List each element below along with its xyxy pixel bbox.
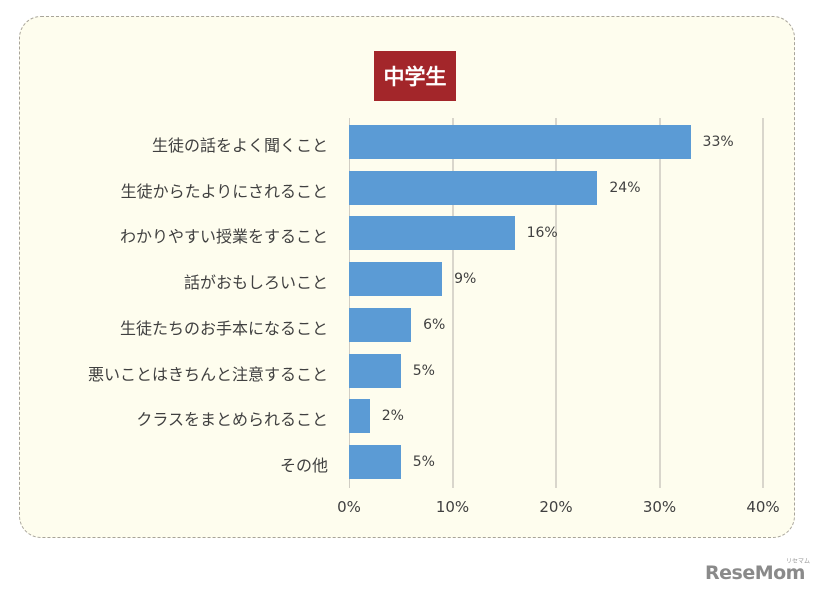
category-label: 生徒からたよりにされること [120,181,328,201]
category-label: 生徒たちのお手本になること [119,318,328,338]
bar [349,444,401,479]
resemom-logo-sub: リセマム [786,558,811,565]
plot-area: 33% 24% 16% 9% 6% 5% 2% 5% [349,118,769,488]
bar [349,399,370,434]
value-label: 33% [702,134,734,150]
gridline [451,118,454,488]
category-label: 悪いことはきちんと注意すること [87,364,328,384]
resemom-logo: ReseMom [705,562,805,584]
gridline [658,118,661,488]
gridline [762,118,764,488]
value-label: 5% [412,362,435,379]
x-tick-label: 40% [746,498,780,516]
bar [349,307,412,342]
chart-title-badge: 中学生 [374,51,456,101]
bar [349,125,691,159]
bar [349,353,401,388]
x-tick-label: 20% [539,498,573,516]
category-label: クラスをまとめられること [136,410,328,430]
value-label: 6% [423,316,446,333]
value-label: 2% [381,408,404,425]
value-label: 16% [526,225,558,242]
category-label: わかりやすい授業をすること [119,227,328,247]
category-label: 生徒の話をよく聞くこと [151,136,328,155]
category-label: その他 [279,455,328,475]
value-label: 24% [609,179,641,196]
value-label: 9% [454,271,477,288]
gridline [555,118,557,488]
x-tick-label: 30% [642,498,677,516]
bar [349,262,443,297]
bar [349,216,515,251]
category-label: 話がおもしろいこと [183,273,328,293]
x-tick-label: 10% [435,498,470,516]
value-label: 5% [412,453,435,470]
x-tick-label: 0% [337,498,361,516]
bar [349,170,598,205]
y-axis-line [349,118,350,488]
